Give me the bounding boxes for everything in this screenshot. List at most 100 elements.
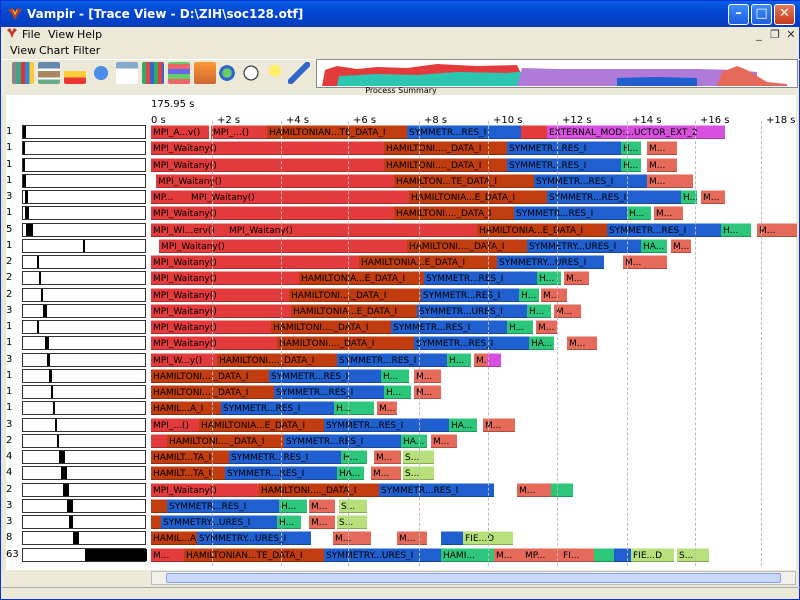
function-segment[interactable]: HA...	[401, 434, 427, 448]
process-timeline-row[interactable]: MPI_Waitany() HAMILTONIA...E_DATA_I SYMMET…	[151, 271, 796, 285]
function-segment[interactable]	[521, 125, 547, 139]
function-segment[interactable]: MPI_Waitany()	[189, 190, 409, 204]
process-profile-icon[interactable]	[116, 62, 138, 84]
function-segment[interactable]: H...	[519, 288, 539, 302]
function-segment[interactable]: M...	[431, 434, 457, 448]
function-segment[interactable]: MPI_W...y()	[151, 353, 217, 367]
function-segment[interactable]: SYMMETR...RES_I	[337, 353, 447, 367]
function-segment[interactable]: M...	[564, 271, 589, 285]
function-segment[interactable]: M...	[494, 548, 523, 562]
function-segment[interactable]: M...	[151, 548, 184, 562]
function-segment[interactable]: M...	[757, 223, 797, 237]
process-timeline-row[interactable]: MP... MPI_Waitany() HAMILTONIA...E_DATA_I S…	[151, 190, 796, 204]
mdi-restore-icon[interactable]: ❐	[770, 28, 780, 41]
function-segment[interactable]: H...	[384, 385, 411, 399]
process-timeline-row[interactable]: MPI_Waitany() HAMILTONIA...E_DATA_I SYMMET…	[151, 255, 796, 269]
process-timeline-row[interactable]: HAMILTONI...._DATA_I SYMMETR...RES_I HA...…	[151, 434, 796, 448]
process-group-overview[interactable]	[22, 434, 146, 448]
mdi-minimize-icon[interactable]: _	[756, 28, 762, 41]
process-timeline-row[interactable]: HAMIL...A_I SYMMETR...RES_I H... M...	[151, 401, 796, 415]
function-segment[interactable]: SYMMETRY...URES_I	[497, 255, 604, 269]
function-segment[interactable]: S...	[403, 466, 434, 480]
function-segment[interactable]: HAMILT...TA_I	[151, 450, 229, 464]
process-group-overview[interactable]	[22, 223, 146, 237]
process-timeline-row[interactable]: M... HAMILTONIAN...TE_DATA_I SYMMETRY...UR…	[151, 548, 796, 562]
function-segment[interactable]: MPI_Waitany()	[151, 304, 291, 318]
process-group-overview[interactable]	[22, 304, 146, 318]
function-segment[interactable]: HAMILTONI...._DATA_I	[384, 141, 507, 155]
function-segment[interactable]: H...	[537, 271, 561, 285]
process-group-overview[interactable]	[22, 190, 146, 204]
process-group-overview[interactable]	[22, 288, 146, 302]
process-group-overview[interactable]	[22, 206, 146, 220]
counter-timeline-icon[interactable]	[64, 62, 86, 84]
process-timeline-row[interactable]: MPI_W...y() HAMILTONI...._DATA_I SYMMETR..…	[151, 353, 796, 367]
function-segment[interactable]: SYMMETR...RES_I	[391, 320, 507, 334]
clock-icon[interactable]	[240, 62, 262, 84]
function-segment[interactable]: HA...	[641, 239, 667, 253]
function-segment[interactable]: HAMI...	[441, 548, 494, 562]
function-segment[interactable]: H...	[507, 320, 533, 334]
function-segment[interactable]: MPI_Waitany()	[151, 288, 289, 302]
function-segment[interactable]: FI...	[561, 548, 594, 562]
function-segment[interactable]: S...	[677, 548, 709, 562]
process-timeline-row[interactable]: MPI_Waitany() HAMILTON...TE_DATA_I SYMMETR…	[151, 174, 796, 188]
function-segment[interactable]: MPI_Waitany()	[151, 271, 299, 285]
process-timeline-row[interactable]: HAMILT...TA_I SYMMETR...RES_I H... M... S...	[151, 450, 796, 464]
lightbulb-icon[interactable]	[264, 62, 286, 84]
master-timeline-icon[interactable]	[12, 62, 34, 84]
process-timeline-row[interactable]: HAMILTONI...._DATA_I SYMMETR...RES_I H... M…	[151, 369, 796, 383]
process-timeline-row[interactable]: HAMILTONI...._DATA_I SYMMETR...RES_I H... M…	[151, 385, 796, 399]
function-segment[interactable]: SYMMETR...RES_I	[284, 434, 401, 448]
function-segment[interactable]: HAMILTONIAN...TE_DATA_I	[184, 548, 324, 562]
function-segment[interactable]	[151, 434, 167, 448]
function-segment[interactable]: MPI_Waitany()	[151, 141, 384, 155]
function-segment[interactable]: M...	[623, 255, 667, 269]
process-group-overview[interactable]	[22, 255, 146, 269]
pin-icon[interactable]	[288, 62, 310, 84]
function-segment[interactable]	[487, 353, 501, 367]
process-group-overview[interactable]	[22, 158, 146, 172]
function-segment[interactable]: HAMILTONI...._DATA_I	[289, 288, 421, 302]
function-segment[interactable]: H...	[627, 206, 651, 220]
function-segment[interactable]: EXTERNAL_MOD:...UCTOR_EXT_2	[547, 125, 725, 139]
function-segment[interactable]: HA...	[449, 418, 477, 432]
function-segment[interactable]: S...	[339, 499, 367, 513]
function-segment[interactable]: M...	[671, 239, 691, 253]
function-segment[interactable]: HAMILTONIA...E_DATA_I	[359, 255, 497, 269]
function-segment[interactable]: M...	[647, 174, 693, 188]
function-segment[interactable]: SYMMETRY...URES_I	[527, 239, 641, 253]
function-segment[interactable]: M...	[377, 401, 397, 415]
function-segment[interactable]: MPI_Waitany()	[227, 223, 477, 237]
process-timeline-row[interactable]: MPI_Wl...erv() MPI_Waitany() HAMILTONIA...…	[151, 223, 797, 237]
function-segment[interactable]: H...	[341, 450, 367, 464]
process-timeline-row[interactable]: MPI_Waitany() HAMILTONIA...E_DATA_I SYMMET…	[151, 304, 796, 318]
function-segment[interactable]: HAMILTONI...._DATA_I	[167, 434, 284, 448]
function-segment[interactable]: MPI_Waitany()	[151, 483, 259, 497]
process-group-overview[interactable]	[22, 418, 146, 432]
process-group-overview[interactable]	[22, 483, 146, 497]
function-segment[interactable]	[151, 499, 167, 513]
function-segment[interactable]: MPI_Wl...erv()	[151, 223, 227, 237]
process-summary-chart[interactable]	[316, 59, 798, 88]
process-timeline-row[interactable]: MPI_Waitany() HAMILTONI...._DATA_I SYMMETR…	[151, 288, 796, 302]
process-group-overview[interactable]	[22, 548, 147, 562]
function-segment[interactable]: S...	[337, 515, 367, 529]
function-segment[interactable]: HA...	[529, 336, 554, 350]
function-segment[interactable]	[614, 548, 631, 562]
function-segment[interactable]: HAMILTONIA...E_DATA_I	[199, 418, 324, 432]
function-segment[interactable]: M...	[567, 336, 597, 350]
function-segment[interactable]: HAMILTONI...._DATA_I	[277, 336, 414, 350]
message-statistics-icon[interactable]	[168, 62, 190, 84]
function-segment[interactable]: SYMMETR...RES_I	[507, 141, 621, 155]
function-segment[interactable]: HAMILTON...TE_DATA_I	[394, 174, 534, 188]
process-timeline-row[interactable]: MPI_Waitany() HAMILTONI...._DATA_I SYMMETR…	[151, 336, 796, 350]
function-segment[interactable]: SYMMETRY...URES_I	[161, 515, 277, 529]
function-segment[interactable]: S...	[403, 450, 434, 464]
function-segment[interactable]: MPI_Waitany()	[156, 174, 394, 188]
function-segment[interactable]: M...	[554, 304, 581, 318]
function-segment[interactable]: SYMMETR...RES_I	[167, 499, 279, 513]
function-segment[interactable]: MPI_Waitany()	[159, 239, 407, 253]
process-timeline-icon[interactable]	[38, 62, 60, 84]
function-segment[interactable]: MP...	[523, 548, 561, 562]
